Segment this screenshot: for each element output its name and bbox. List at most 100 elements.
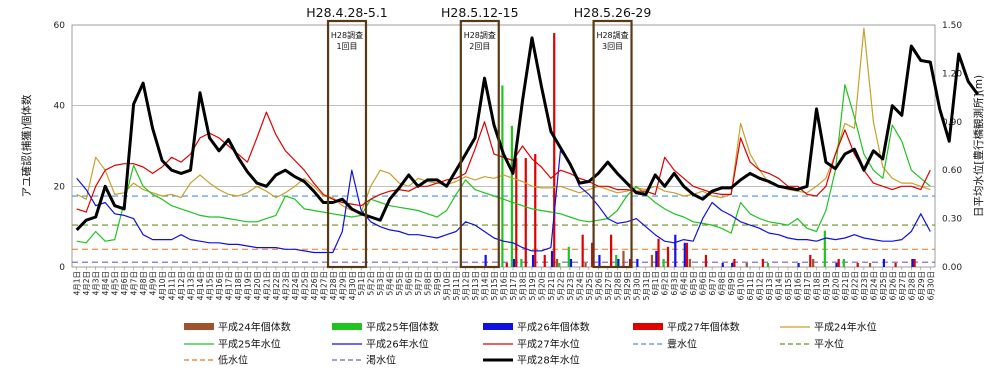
x-tick-label: 5月16日 <box>500 271 509 300</box>
bar-平成25年個体数 <box>501 85 504 267</box>
x-tick-label: 4月2日 <box>82 271 91 296</box>
legend-swatch-平成26年個体数 <box>483 323 513 330</box>
x-tick-label: 6月26日 <box>888 271 897 300</box>
bar-平成27年個体数 <box>581 234 584 267</box>
y-left-tick-label: 40 <box>54 102 66 112</box>
x-tick-label: 4月26日 <box>310 271 319 300</box>
x-tick-label: 6月18日 <box>812 271 821 300</box>
legend-label: 平成24年個体数 <box>218 321 291 334</box>
x-tick-label: 5月29日 <box>623 271 632 300</box>
bar-平成27年個体数 <box>761 258 764 267</box>
bar-平成25年個体数 <box>615 254 618 267</box>
x-tick-label: 4月20日 <box>253 271 262 300</box>
survey-period-box <box>592 19 633 269</box>
x-tick-label: 5月11日 <box>452 271 461 300</box>
x-tick-label: 4月24日 <box>291 271 300 300</box>
x-tick-label: 4月29日 <box>338 271 347 300</box>
bar-平成25年個体数 <box>766 262 770 267</box>
x-tick-label: 6月21日 <box>841 271 850 300</box>
x-tick-label: 6月2日 <box>661 271 670 296</box>
bar-平成27年個体数 <box>913 258 916 267</box>
bar-平成26年個体数 <box>531 254 535 267</box>
x-tick-label: 6月11日 <box>746 271 755 300</box>
x-tick-label: 5月2日 <box>367 271 376 296</box>
x-tick-label: 6月3日 <box>670 271 679 296</box>
x-tick-label: 5月13日 <box>471 271 480 300</box>
x-tick-label: 6月16日 <box>793 271 802 300</box>
bar-平成27年個体数 <box>591 242 594 267</box>
x-tick-label: 4月23日 <box>281 271 290 300</box>
survey-box-label: 1回目 <box>336 42 357 51</box>
x-tick-label: 4月13日 <box>187 271 196 300</box>
x-tick-label: 5月1日 <box>357 271 366 296</box>
x-tick-label: 6月1日 <box>651 271 660 296</box>
x-tick-label: 6月20日 <box>831 271 840 300</box>
x-tick-label: 5月10日 <box>443 271 452 300</box>
survey-period-label: H28.4.28-5.1 <box>306 5 388 20</box>
x-tick-label: 6月10日 <box>737 271 746 300</box>
x-tick-label: 5月5日 <box>395 271 404 296</box>
legend-label: 平水位 <box>814 338 844 351</box>
legend-label: 渇水位 <box>366 354 396 367</box>
x-tick-label: 6月7日 <box>708 271 717 296</box>
x-tick-label: 4月19日 <box>243 271 252 300</box>
x-tick-label: 6月19日 <box>822 271 831 300</box>
line-平成24年水位 <box>76 27 931 213</box>
bar-平成25年個体数 <box>567 246 570 267</box>
x-tick-label: 4月9日 <box>149 271 158 296</box>
x-tick-label: 4月4日 <box>101 271 110 296</box>
y-right-tick-label: 0.00 <box>942 263 962 273</box>
x-tick-label: 6月24日 <box>869 271 878 300</box>
survey-box-label: H28調査 <box>464 30 496 40</box>
bar-平成25年個体数 <box>842 258 845 267</box>
x-tick-label: 5月18日 <box>518 271 527 300</box>
bar-平成26年個体数 <box>882 258 886 267</box>
bar-平成24年個体数 <box>584 262 587 267</box>
legend-label: 平成27年個体数 <box>667 321 740 334</box>
y-right-tick-label: 0.60 <box>942 166 962 176</box>
x-tick-label: 4月5日 <box>111 271 120 296</box>
x-tick-label: 5月30日 <box>632 271 641 300</box>
bar-平成24年個体数 <box>688 258 691 267</box>
bar-平成27年個体数 <box>666 246 670 267</box>
x-tick-label: 5月3日 <box>376 271 385 296</box>
bar-平成25年個体数 <box>558 262 561 267</box>
legend-label: 平成27年水位 <box>517 338 580 351</box>
bar-平成26年個体数 <box>569 258 573 267</box>
x-tick-label: 6月8日 <box>718 271 727 296</box>
x-tick-label: 6月9日 <box>727 271 736 296</box>
bar-平成26年個体数 <box>797 262 800 267</box>
x-tick-label: 6月27日 <box>898 271 907 300</box>
survey-period-box <box>459 19 500 269</box>
y-left-axis-title: アユ確認(捕獲)個体数 <box>20 94 33 197</box>
x-tick-label: 6月15日 <box>784 271 793 300</box>
bar-平成27年個体数 <box>524 158 527 267</box>
bar-平成26年個体数 <box>484 254 487 267</box>
bar-平成27年個体数 <box>809 254 812 267</box>
y-right-tick-label: 1.20 <box>942 69 962 79</box>
survey-box-label: H28調査 <box>331 30 363 40</box>
y-left-tick-label: 20 <box>54 182 66 192</box>
y-left-tick-label: 60 <box>54 21 66 31</box>
bar-平成27年個体数 <box>704 254 708 267</box>
x-tick-label: 4月14日 <box>196 271 205 300</box>
legend-label: 低水位 <box>218 354 248 367</box>
x-tick-label: 4月25日 <box>300 271 309 300</box>
bar-平成27年個体数 <box>856 262 859 267</box>
bar-平成27年個体数 <box>553 33 556 267</box>
bar-平成27年個体数 <box>543 254 546 267</box>
x-tick-label: 5月7日 <box>414 271 423 296</box>
x-tick-label: 4月30日 <box>348 271 357 300</box>
bar-平成26年個体数 <box>550 250 554 267</box>
bar-平成24年個体数 <box>556 258 559 267</box>
x-tick-label: 4月21日 <box>262 271 271 300</box>
bar-平成27年個体数 <box>685 242 689 267</box>
x-tick-label: 5月9日 <box>433 271 442 296</box>
x-tick-label: 5月26日 <box>594 271 603 300</box>
bar-平成27年個体数 <box>894 262 897 267</box>
x-tick-label: 5月31日 <box>642 271 651 300</box>
x-tick-label: 4月16日 <box>215 271 224 300</box>
y-right-axis-title: 日平均水位[豊行橋観測所](m) <box>972 75 985 217</box>
x-tick-label: 5月27日 <box>604 271 613 300</box>
bar-平成26年個体数 <box>512 258 516 267</box>
